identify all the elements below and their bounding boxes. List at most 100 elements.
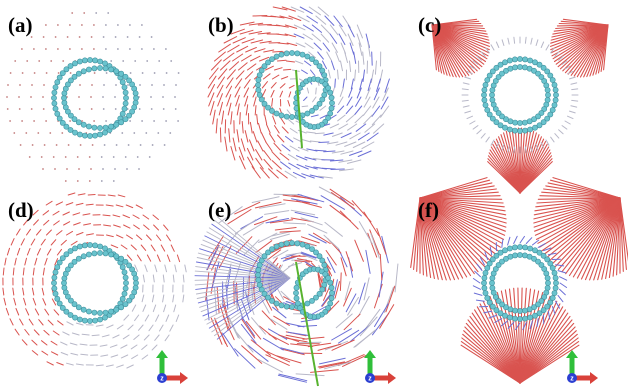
field-vector — [289, 145, 300, 152]
field-vector — [554, 133, 560, 139]
field-vector — [71, 12, 74, 14]
field-vector — [177, 120, 180, 122]
ring-atom — [499, 258, 505, 265]
field-vector — [275, 24, 289, 28]
ring-atom — [484, 77, 491, 83]
ring-atom — [273, 243, 280, 250]
ring-atom — [80, 68, 87, 75]
field-vector — [30, 36, 33, 38]
ring-atom — [122, 285, 129, 292]
field-vector — [126, 234, 133, 240]
field-vector — [33, 48, 35, 50]
field-vector — [30, 238, 36, 246]
field-vector — [299, 6, 313, 15]
ring-atom — [328, 295, 335, 302]
field-vector — [323, 234, 340, 250]
field-vector — [261, 81, 268, 89]
ring-atom — [51, 95, 57, 101]
field-vector — [384, 78, 390, 93]
field-vector — [101, 334, 110, 338]
field-vector — [358, 42, 363, 56]
x-axis-arrow — [162, 375, 182, 381]
field-vector — [127, 84, 129, 86]
field-vector — [172, 294, 175, 303]
field-vector — [365, 249, 371, 274]
field-vector — [229, 61, 240, 71]
field-vector — [301, 251, 317, 259]
field-vector — [555, 300, 560, 309]
field-vector — [329, 123, 340, 129]
field-vector — [280, 290, 292, 302]
field-vector — [543, 188, 621, 199]
field-vector — [519, 161, 553, 194]
field-vector — [320, 195, 345, 210]
field-vector — [146, 234, 152, 241]
field-vector — [569, 110, 576, 114]
field-vector — [293, 33, 305, 39]
field-vector — [165, 314, 170, 322]
ring-atom — [532, 124, 538, 131]
ring-atom — [322, 81, 329, 88]
field-vector — [488, 314, 497, 319]
field-vector — [67, 192, 76, 196]
field-vector — [362, 105, 372, 116]
field-vector — [10, 238, 15, 246]
ring-atom — [538, 298, 545, 304]
field-vector — [462, 82, 470, 85]
field-vector — [347, 296, 359, 316]
field-vector — [358, 221, 373, 245]
field-vector — [419, 197, 472, 277]
field-vector — [306, 87, 310, 94]
ring-atom — [544, 303, 551, 310]
field-vector — [419, 197, 507, 220]
ring-atom — [278, 241, 285, 248]
ring-atom — [549, 295, 556, 301]
field-vector — [539, 195, 621, 199]
ring-atom — [59, 304, 66, 311]
field-vector — [597, 197, 621, 281]
field-vector — [105, 24, 107, 26]
field-vector — [537, 197, 621, 200]
ring-atom — [77, 316, 83, 323]
field-vector — [317, 343, 342, 351]
field-vector — [257, 140, 264, 152]
field-vector — [69, 342, 78, 346]
field-vector — [561, 125, 568, 130]
field-vector — [57, 48, 59, 50]
field-vector — [241, 121, 244, 134]
field-vector — [279, 90, 283, 98]
field-vector — [355, 96, 362, 107]
ring-atom — [497, 122, 504, 129]
field-vector — [135, 204, 143, 209]
field-vector — [318, 141, 330, 143]
ring-atom — [289, 240, 295, 246]
field-vector — [263, 158, 273, 170]
field-vector — [569, 76, 576, 80]
field-vector — [162, 108, 165, 110]
field-vector — [329, 24, 339, 36]
field-vector — [278, 373, 308, 382]
field-vector — [248, 22, 264, 26]
field-vector — [66, 321, 74, 326]
field-vector — [38, 319, 44, 326]
ring-atom — [293, 284, 300, 291]
field-vector — [363, 96, 371, 108]
ring-atom — [495, 298, 502, 304]
field-vector — [580, 197, 621, 280]
field-vector — [321, 292, 333, 307]
field-vector — [291, 198, 318, 205]
field-vector — [245, 321, 262, 340]
ring-atom — [59, 70, 66, 76]
ring-atom — [56, 300, 63, 307]
field-vector — [321, 167, 336, 170]
ring-atom — [507, 65, 514, 72]
ring-atom — [71, 73, 78, 80]
field-vector — [52, 330, 60, 336]
ring-atom — [283, 50, 290, 57]
field-vector — [273, 315, 290, 326]
ring-atom — [547, 260, 554, 267]
field-vector — [570, 105, 578, 108]
field-vector — [141, 344, 148, 350]
field-vector — [129, 24, 131, 26]
field-vector — [32, 267, 35, 276]
